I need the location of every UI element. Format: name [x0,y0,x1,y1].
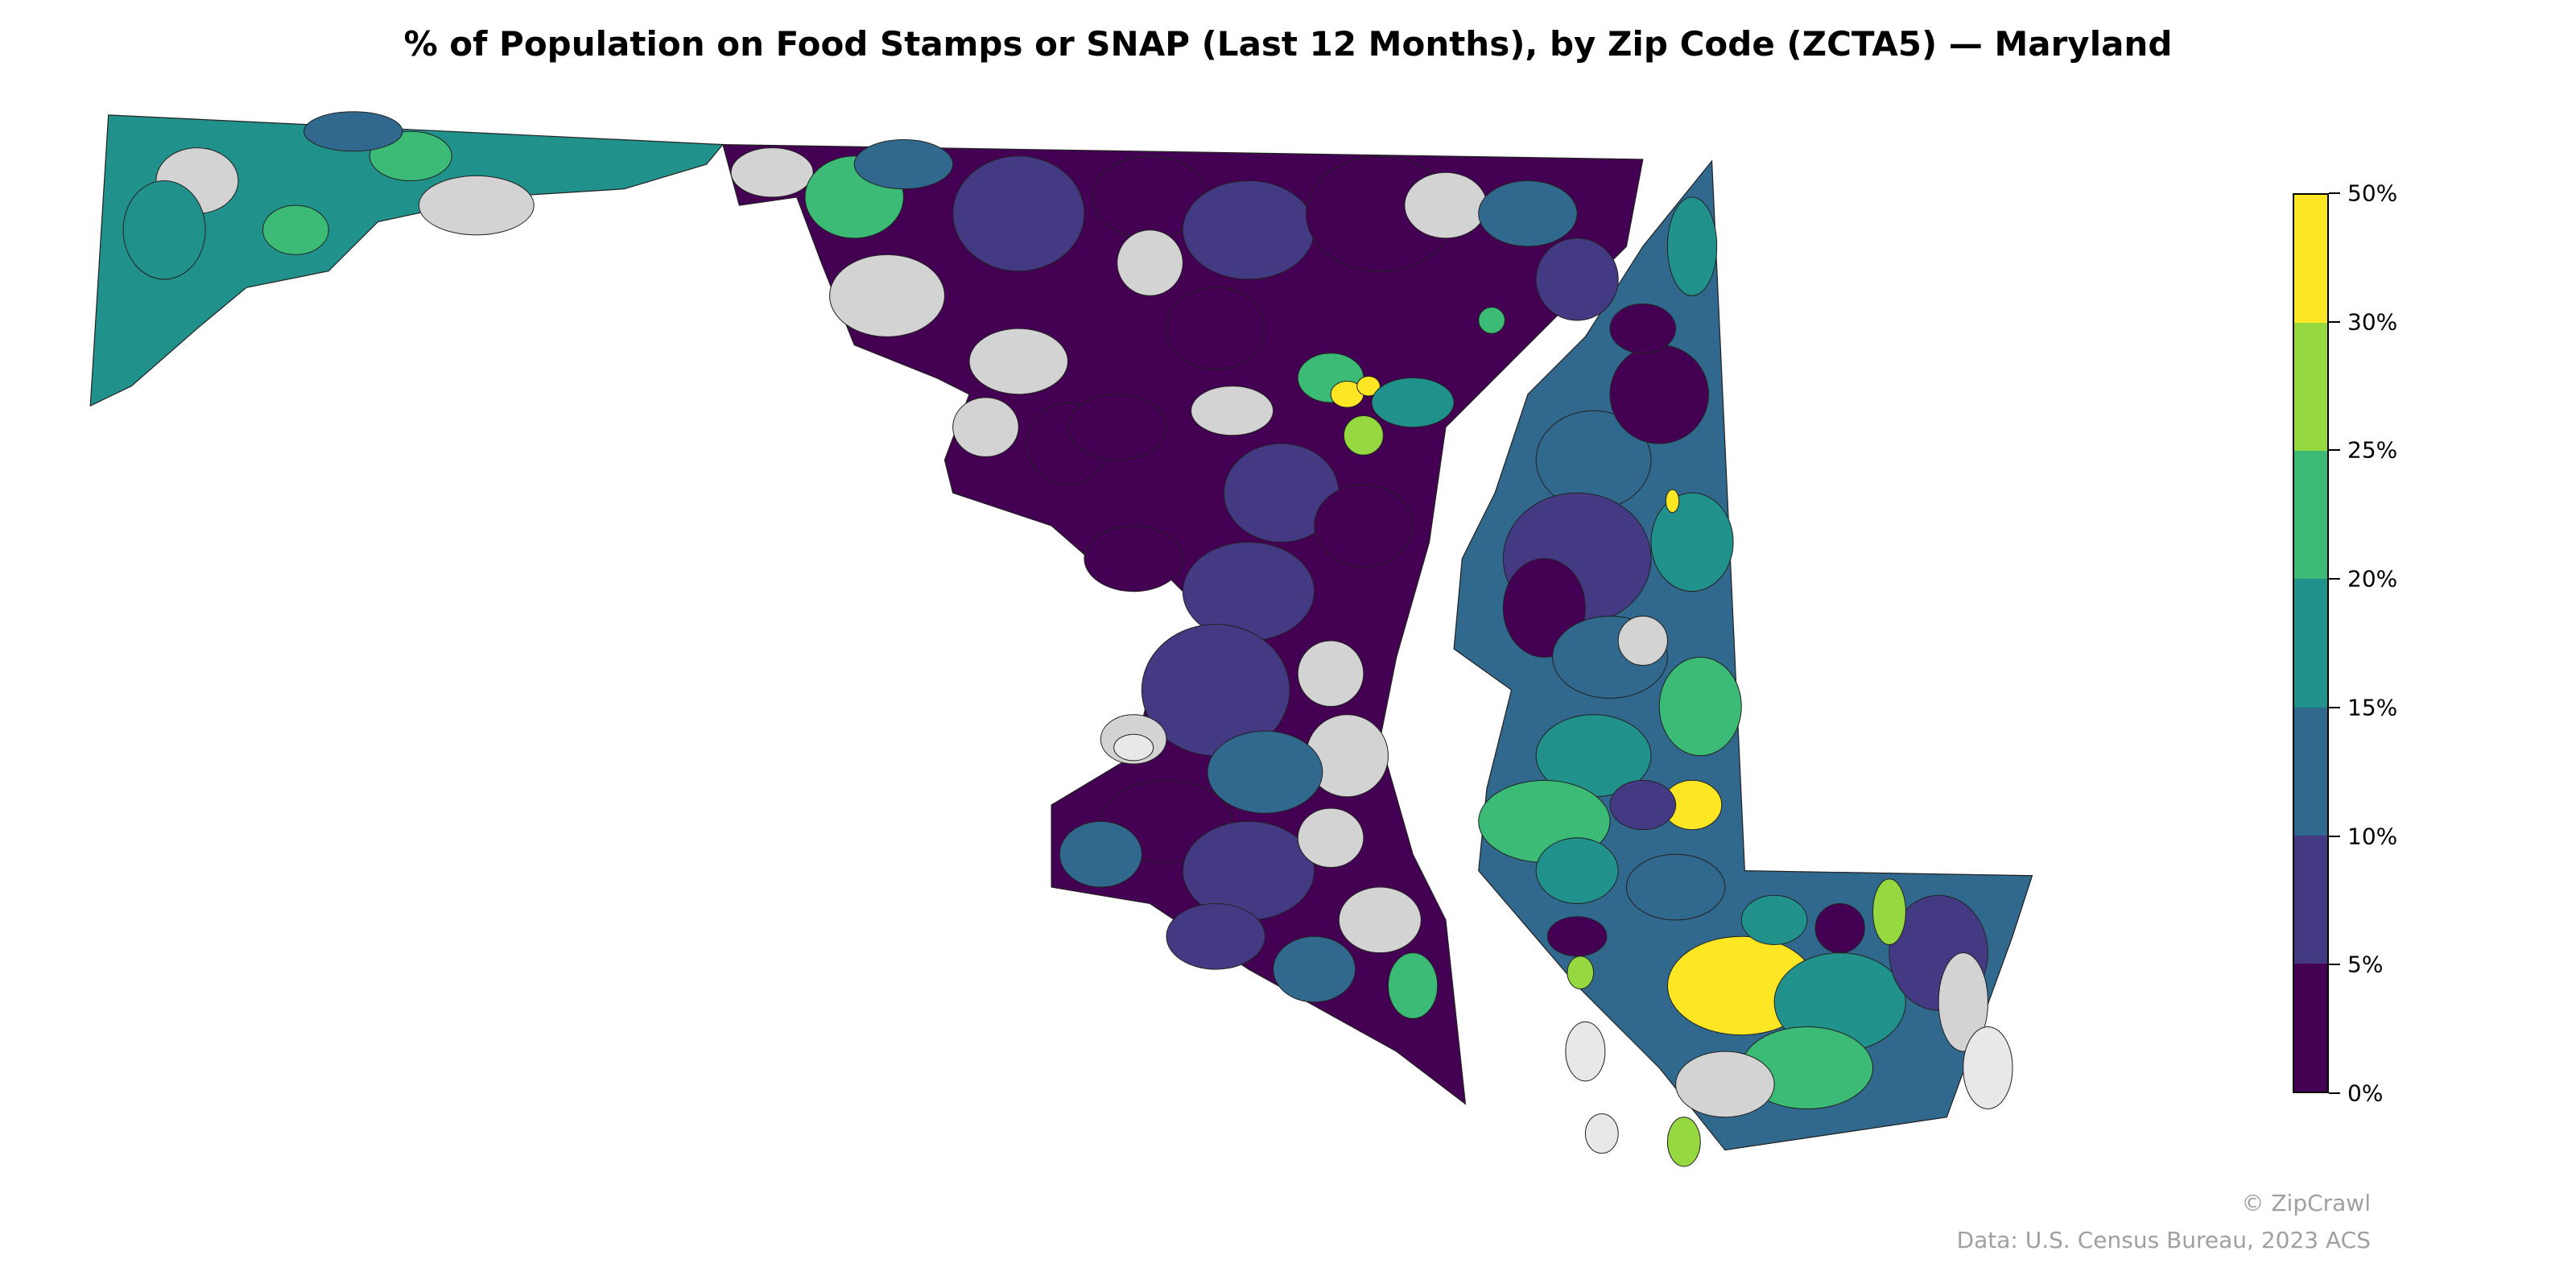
colorbar-bin [2294,195,2327,324]
zip-area [1938,952,1988,1052]
zip-area [1535,237,1619,321]
source-credit: Data: U.S. Census Bureau, 2023 ACS [1956,1227,2371,1253]
colorbar-tick-label: 20% [2347,565,2398,592]
zip-area [1338,886,1422,954]
zip-area [1166,287,1265,370]
zip-area [1625,853,1726,921]
zip-area [1535,837,1619,904]
zip-area [1117,229,1183,296]
colorbar-tick-label: 0% [2347,1080,2384,1107]
zip-area [1609,345,1709,444]
zip-area [1675,1051,1775,1118]
zip-area [952,397,1019,457]
zip-area [1478,180,1578,247]
zip-area [1740,894,1808,945]
zip-area [1658,656,1742,757]
map-title: % of Population on Food Stamps or SNAP (… [403,24,2173,64]
zip-area [730,147,814,198]
zip-area [1113,733,1154,762]
zip-area [1273,935,1356,1003]
zip-area [1084,525,1183,592]
zip-area [968,328,1069,395]
zip-area [418,175,535,236]
zip-area [1371,377,1455,428]
zip-area [1650,492,1734,592]
zip-area [1343,415,1384,456]
zip-area [1666,1117,1701,1167]
colorbar-tick [2329,706,2340,708]
zip-area [1546,916,1608,957]
zip-area [952,155,1085,272]
colorbar-bin [2294,323,2327,452]
zip-area [1565,1021,1606,1082]
zip-area [1404,171,1488,239]
zip-area [1207,730,1323,814]
zip-area [1665,489,1680,514]
brand-credit: © ZipCrawl [2241,1190,2371,1216]
zip-area [829,254,945,337]
colorbar-tick [2329,964,2340,966]
colorbar-bin [2294,451,2327,580]
colorbar-bin [2294,707,2327,836]
zip-area [1609,779,1677,831]
colorbar-tick [2329,320,2340,323]
colorbar-tick [2329,1092,2340,1094]
zip-area [1814,902,1865,954]
zip-area [1478,307,1505,334]
zip-area [1314,484,1414,568]
colorbar-tick-label: 5% [2347,951,2384,978]
colorbar-tick-label: 25% [2347,436,2398,464]
zip-area [1297,807,1364,869]
zip-area [1182,180,1315,280]
colorbar [2293,193,2329,1093]
colorbar-tick-label: 30% [2347,308,2398,336]
zip-area [1872,878,1906,945]
colorbar-tick [2329,835,2340,837]
colorbar-tick-label: 15% [2347,694,2398,721]
zip-area [1166,902,1265,970]
colorbar-bin [2294,963,2327,1092]
zip-area [1067,394,1167,460]
zip-area [853,138,954,190]
zip-area [1567,956,1595,990]
zip-area [1609,303,1677,354]
zip-area [1191,386,1274,436]
zip-area [303,111,403,152]
colorbar-tick [2329,578,2340,580]
zip-area [262,204,329,255]
zip-area [1666,196,1718,296]
colorbar-tick-label: 10% [2347,823,2398,850]
zip-area [1617,615,1668,667]
zip-area [1387,952,1439,1019]
zip-area [122,180,206,280]
zip-area [1584,1113,1619,1154]
colorbar-bin [2294,579,2327,708]
colorbar-bin [2294,835,2327,964]
zip-area [1059,820,1142,888]
zip-area [1297,640,1364,708]
colorbar-tick [2329,192,2340,194]
zip-area [1356,375,1381,397]
zip-area [1963,1026,2013,1110]
region-western-panhandle [89,114,724,407]
colorbar-tick-label: 50% [2347,180,2398,207]
colorbar-tick [2329,449,2340,452]
